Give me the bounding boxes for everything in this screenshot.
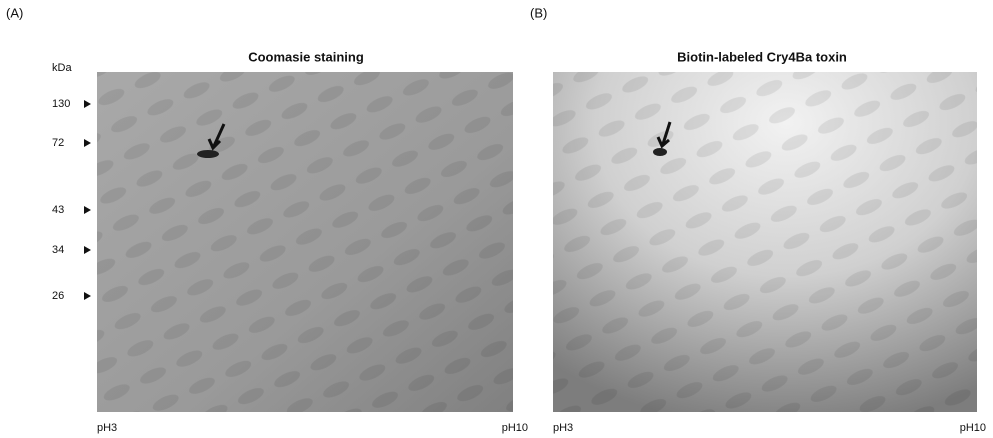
- ph-right: pH10: [960, 422, 986, 434]
- panel-title: Biotin-labeled Cry4Ba toxin: [677, 49, 847, 64]
- ph-right: pH10: [502, 422, 528, 434]
- ph-left: pH3: [97, 422, 117, 434]
- marker-label: 26: [52, 290, 64, 302]
- gel-texture: [553, 72, 977, 412]
- marker-label: 34: [52, 244, 64, 256]
- marker-label: 130: [52, 98, 70, 110]
- panel-label: (A): [6, 5, 23, 20]
- panel-title: Coomasie staining: [248, 49, 364, 64]
- protein-spot: [653, 148, 667, 156]
- marker-label: 72: [52, 137, 64, 149]
- marker-arrows: [84, 100, 91, 300]
- panel-label: (B): [530, 5, 547, 20]
- protein-spot: [197, 150, 219, 158]
- unit-label: kDa: [52, 62, 72, 74]
- marker-label: 43: [52, 204, 64, 216]
- arrow: [656, 121, 672, 149]
- gel-texture: [97, 72, 513, 412]
- markers: 130 72 43 34 26: [52, 98, 91, 302]
- arrow: [207, 123, 226, 151]
- ph-left: pH3: [553, 422, 573, 434]
